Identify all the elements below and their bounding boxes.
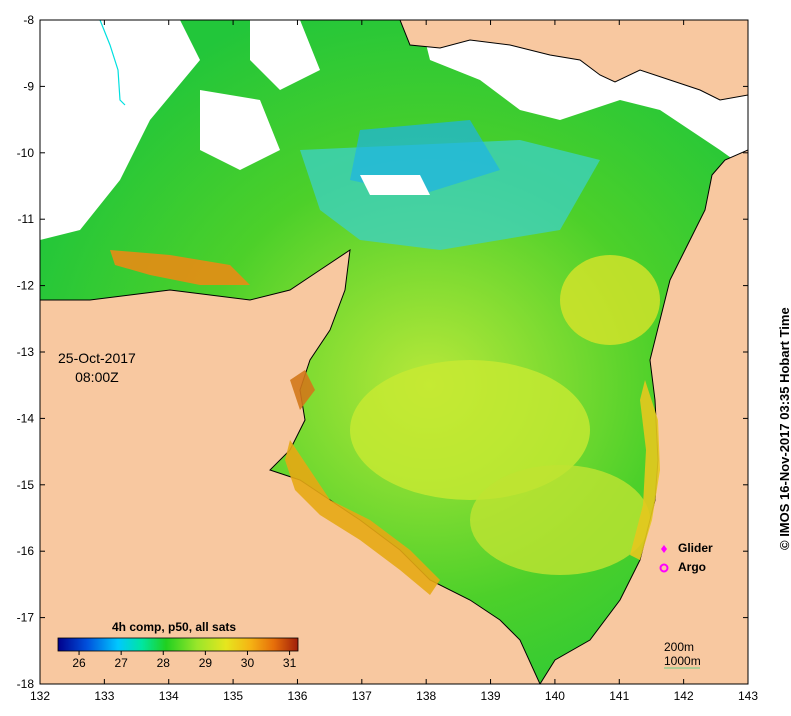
credit-text: © IMOS 16-Nov-2017 03:35 Hobart Time	[777, 307, 791, 550]
lon-tick-label: 133	[94, 689, 114, 703]
river	[99, 20, 126, 106]
lon-tick-label: 135	[223, 689, 243, 703]
lat-tick-label: -9	[23, 79, 34, 93]
lon-tick-label: 143	[738, 689, 758, 703]
lat-tick-label: -14	[17, 411, 35, 425]
lon-tick-label: 134	[159, 689, 179, 703]
lon-tick-label: 140	[545, 689, 565, 703]
warm-coastal-strip	[290, 370, 315, 410]
timestamp-date: 25-Oct-2017	[58, 350, 136, 366]
lat-tick-label: -11	[18, 212, 35, 226]
warm-patch	[350, 360, 590, 500]
colorbar-tick-label: 30	[241, 656, 255, 670]
warm-coastal-strip	[285, 440, 440, 595]
lat-tick-label: -16	[17, 544, 35, 558]
lon-tick-label: 142	[674, 689, 694, 703]
lat-tick-label: -8	[23, 13, 34, 27]
legend-argo: Argo	[678, 560, 706, 574]
glider-icon	[661, 545, 667, 553]
warm-coastal-strip	[630, 380, 660, 560]
warm-coastal-strip	[110, 250, 250, 285]
lon-tick-label: 139	[481, 689, 501, 703]
colorbar-tick-label: 28	[157, 656, 171, 670]
land-new-guinea	[399, 20, 748, 101]
glider-label: Glider	[678, 541, 713, 555]
no-data-cloud	[360, 175, 430, 195]
colorbar-tick-label: 27	[114, 656, 128, 670]
colorbar-bar	[57, 637, 299, 652]
lat-tick-label: -18	[17, 677, 35, 691]
no-data-cloud	[200, 90, 280, 170]
colorbar-ticks: 26 27 28 29 30 31	[72, 651, 297, 670]
colorbar-tick-label: 31	[283, 656, 297, 670]
no-data-cloud	[250, 20, 320, 90]
warm-patch	[470, 465, 650, 575]
timestamp-time: 08:00Z	[75, 369, 119, 385]
colorbar: 26 27 28 29 30 31	[57, 637, 299, 670]
latitude-axis: -8 -9 -10 -11 -12 -13 -14 -15 -16 -17 -18	[17, 13, 748, 691]
lon-tick-label: 141	[609, 689, 629, 703]
lon-tick-label: 137	[352, 689, 372, 703]
colorbar-tick-label: 29	[199, 656, 213, 670]
warm-patch	[560, 255, 660, 345]
timestamp-label: 25-Oct-2017 08:00Z	[58, 349, 136, 387]
no-data-cloud	[40, 20, 200, 240]
longitude-axis: 132 133 134 135 136 137 138 139 140 141 142 143	[30, 20, 758, 703]
colorbar-tick-label: 26	[72, 656, 86, 670]
lat-tick-label: -17	[17, 611, 35, 625]
argo-icon	[659, 563, 669, 573]
depth-200-label: 200m	[664, 640, 695, 654]
legend-glider: Glider	[678, 541, 713, 555]
lon-tick-label: 138	[416, 689, 436, 703]
lat-tick-label: -13	[17, 345, 35, 359]
colorbar-title: 4h comp, p50, all sats	[112, 620, 237, 634]
argo-label: Argo	[678, 560, 706, 574]
lat-tick-label: -12	[17, 279, 35, 293]
lat-tick-label: -15	[17, 478, 35, 492]
lon-tick-label: 132	[30, 689, 50, 703]
lat-tick-label: -10	[17, 146, 35, 160]
lon-tick-label: 136	[287, 689, 307, 703]
depth-1000-label: 1000m	[664, 654, 701, 668]
